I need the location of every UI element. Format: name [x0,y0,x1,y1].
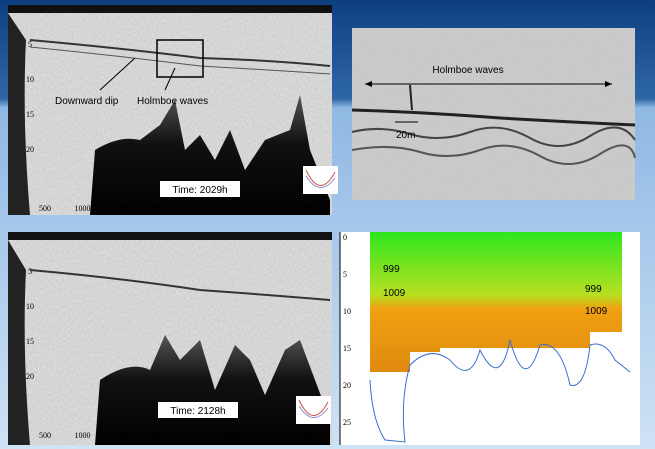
x-tick-label: 2000 [150,204,166,213]
echogram-top: 5 10 15 20 500 1000 1500 2000 2500 3000 3500 4000 Ti… [8,5,338,215]
y-tick-label: 5 [28,267,32,276]
y-tick-label: 0 [343,233,347,242]
x-tick-label: 3000 [225,431,241,440]
y-tick-label: 20 [26,145,34,154]
x-tick-label: 4000 [300,204,316,213]
time-label: Time: 2128h [170,406,225,417]
scale-label: 20m [396,130,415,141]
x-tick-label: 2500 [187,204,203,213]
y-tick-label: 10 [26,302,34,311]
x-tick-label: 2500 [187,431,203,440]
contour-label: 1009 [585,306,608,317]
time-label: Time: 2029h [172,185,227,196]
annotation: Holmboe waves [137,96,208,107]
color-section: 999 1009 999 1009 0 5 10 15 20 25 [340,232,640,445]
x-tick-label: 3000 [225,204,241,213]
y-tick-label: 5 [343,270,347,279]
contour-label: 1009 [383,288,406,299]
y-tick-label: 10 [26,75,34,84]
y-tick-label: 10 [343,307,351,316]
x-tick-label: 1500 [112,431,128,440]
y-tick-label: 15 [26,337,34,346]
contour-label: 999 [383,264,400,275]
x-tick-label: 1000 [75,431,91,440]
y-tick-label: 15 [343,344,351,353]
x-tick-label: 500 [39,204,51,213]
x-tick-label: 4000 [300,431,316,440]
x-tick-label: 3500 [262,431,278,440]
y-tick-label: 20 [26,372,34,381]
x-tick-label: 1500 [112,204,128,213]
echogram-bottom: 5 10 15 20 500 1000 1500 2000 2500 3000 3500 4000 Ti… [8,232,332,445]
y-tick-label: 20 [343,381,351,390]
x-tick-label: 3500 [262,204,278,213]
y-tick-label: 25 [343,418,351,427]
y-tick-label: 15 [26,110,34,119]
x-tick-label: 2000 [150,431,166,440]
panel-title: Holmboe waves [432,65,503,76]
zoom-panel: Holmboe waves 20m [352,28,635,200]
page: 5 10 15 20 500 1000 1500 2000 2500 3000 3500 4000 Ti… [0,0,655,449]
contour-label: 999 [585,284,602,295]
slide: 5 10 15 20 500 1000 1500 2000 2500 3000 3500 4000 Ti… [0,0,655,449]
x-tick-label: 500 [39,431,51,440]
y-tick-label: 5 [28,40,32,49]
x-tick-label: 1000 [75,204,91,213]
annotation: Downward dip [55,96,119,107]
